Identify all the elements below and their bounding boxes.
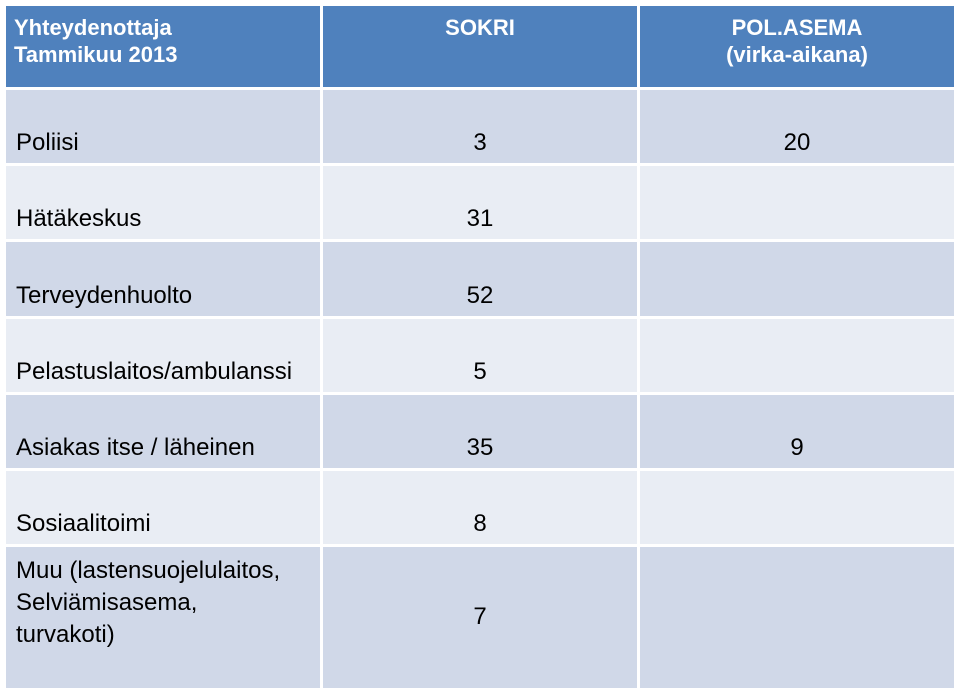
sokri-cell: 7 bbox=[323, 546, 637, 688]
row-label: Terveydenhuolto bbox=[6, 242, 320, 316]
table-row: Sosiaalitoimi 8 bbox=[6, 470, 954, 544]
row-label: Poliisi bbox=[6, 90, 320, 164]
row-label: Sosiaalitoimi bbox=[6, 470, 320, 544]
sokri-cell: 5 bbox=[323, 318, 637, 392]
row-label: Muu (lastensuojelulaitos, Selviämisasema… bbox=[6, 546, 320, 688]
sokri-cell: 35 bbox=[323, 394, 637, 468]
row-label-text: Muu (lastensuojelulaitos, Selviämisasema… bbox=[16, 556, 281, 648]
table-row: Muu (lastensuojelulaitos, Selviämisasema… bbox=[6, 546, 954, 688]
police-cell bbox=[640, 470, 954, 544]
table-row: Hätäkeskus 31 bbox=[6, 166, 954, 240]
header-sokri: SOKRI bbox=[323, 6, 637, 88]
table-row: Terveydenhuolto 52 bbox=[6, 242, 954, 316]
table-row: Poliisi 3 20 bbox=[6, 90, 954, 164]
police-cell: 9 bbox=[640, 394, 954, 468]
police-cell bbox=[640, 242, 954, 316]
police-cell bbox=[640, 166, 954, 240]
police-cell bbox=[640, 546, 954, 688]
sokri-cell: 3 bbox=[323, 90, 637, 164]
table-row: Asiakas itse / läheinen 35 9 bbox=[6, 394, 954, 468]
contact-statistics-table: Yhteydenottaja Tammikuu 2013 SOKRI POL.A… bbox=[3, 3, 957, 691]
header-row: Yhteydenottaja Tammikuu 2013 SOKRI POL.A… bbox=[6, 6, 954, 88]
row-label: Pelastuslaitos/ambulanssi bbox=[6, 318, 320, 392]
header-police-title: POL.ASEMA bbox=[731, 15, 863, 40]
sokri-cell: 8 bbox=[323, 470, 637, 544]
police-cell bbox=[640, 318, 954, 392]
header-contact-source: Yhteydenottaja Tammikuu 2013 bbox=[6, 6, 320, 88]
sokri-cell: 52 bbox=[323, 242, 637, 316]
table-row: Pelastuslaitos/ambulanssi 5 bbox=[6, 318, 954, 392]
header-period: Tammikuu 2013 bbox=[14, 42, 178, 67]
header-title: Yhteydenottaja bbox=[14, 15, 172, 40]
header-police-subtitle: (virka-aikana) bbox=[726, 42, 868, 67]
header-police-station: POL.ASEMA (virka-aikana) bbox=[640, 6, 954, 88]
police-cell: 20 bbox=[640, 90, 954, 164]
sokri-cell: 31 bbox=[323, 166, 637, 240]
row-label: Hätäkeskus bbox=[6, 166, 320, 240]
row-label: Asiakas itse / läheinen bbox=[6, 394, 320, 468]
